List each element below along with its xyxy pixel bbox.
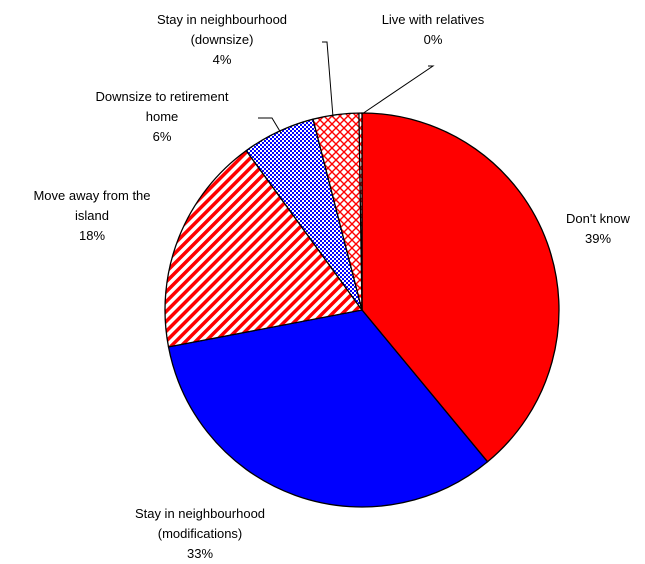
slice-label-4: Stay in neighbourhood (downsize) 4% xyxy=(157,12,287,67)
slice-name-line: Live with relatives xyxy=(382,12,485,27)
slice-name-line: island xyxy=(75,208,109,223)
slice-label-5: Live with relatives 0% xyxy=(382,12,485,47)
slice-label-3: Downsize to retirement home 6% xyxy=(96,89,229,144)
slice-name-line: Downsize to retirement xyxy=(96,89,229,104)
slice-label-1: Stay in neighbourhood (modifications) 33% xyxy=(135,506,265,561)
slice-value-label: 39% xyxy=(585,231,611,246)
pie-slice-2 xyxy=(164,149,363,348)
slice-value-label: 4% xyxy=(213,52,232,67)
slice-value-label: 33% xyxy=(187,546,213,561)
leader-line-4 xyxy=(322,41,334,118)
slice-value-label: 6% xyxy=(153,129,172,144)
slice-name-line: Move away from the xyxy=(33,188,150,203)
slice-value-label: 0% xyxy=(424,32,443,47)
pie-slice-1 xyxy=(167,309,489,508)
slice-labels: Don't know 39% Stay in neighbourhood (modif… xyxy=(33,12,630,561)
leader-line-5 xyxy=(361,65,435,115)
pie-slice-4 xyxy=(312,112,363,311)
zero-slice-edge xyxy=(358,113,363,311)
leader-line-3 xyxy=(258,117,282,134)
slice-name-line: home xyxy=(146,109,179,124)
slice-value-label: 18% xyxy=(79,228,105,243)
pie-slices xyxy=(164,112,560,508)
slice-name-line: Stay in neighbourhood xyxy=(157,12,287,27)
pie-slice-0 xyxy=(361,112,560,463)
slice-name-line: (modifications) xyxy=(158,526,243,541)
slice-label-0: Don't know 39% xyxy=(566,211,631,246)
leader-lines xyxy=(258,41,435,134)
slice-name-line: Don't know xyxy=(566,211,631,226)
slice-name-line: Stay in neighbourhood xyxy=(135,506,265,521)
slice-label-2: Move away from the island 18% xyxy=(33,188,150,243)
slice-name-line: (downsize) xyxy=(191,32,254,47)
